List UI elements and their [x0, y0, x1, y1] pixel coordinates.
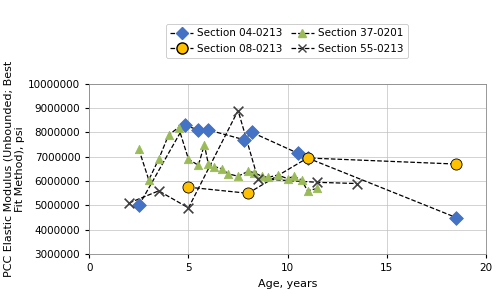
Point: [264, 175, 272, 180]
Point: [254, 176, 262, 181]
Point: [304, 155, 311, 160]
Point: [304, 188, 311, 193]
Point: [353, 181, 361, 186]
Point: [194, 128, 202, 132]
Point: [181, 123, 188, 127]
Point: [165, 132, 173, 137]
Point: [204, 162, 212, 167]
Point: [240, 137, 248, 142]
Point: [200, 142, 208, 147]
Point: [145, 178, 153, 182]
Point: [125, 201, 133, 205]
Point: [185, 205, 192, 210]
Point: [244, 169, 252, 174]
Point: [313, 180, 321, 185]
Point: [248, 130, 256, 135]
Point: [250, 170, 258, 175]
Point: [290, 174, 298, 179]
Y-axis label: PCC Elastic Modulus (Unbounded; Best
Fit Method), psi: PCC Elastic Modulus (Unbounded; Best Fit…: [4, 61, 25, 277]
Point: [135, 203, 143, 208]
Point: [185, 185, 192, 190]
Point: [284, 176, 292, 181]
Point: [204, 128, 212, 132]
Point: [452, 162, 460, 167]
Point: [294, 151, 302, 155]
Point: [313, 186, 321, 191]
X-axis label: Age, years: Age, years: [258, 279, 317, 289]
Point: [155, 188, 163, 193]
Point: [234, 174, 242, 179]
Point: [258, 174, 266, 179]
Point: [135, 147, 143, 152]
Point: [234, 108, 242, 113]
Legend: Section 04-0213, Section 08-0213, Section 37-0201, Section 55-0213: Section 04-0213, Section 08-0213, Sectio…: [166, 24, 408, 58]
Point: [185, 157, 192, 161]
Point: [175, 125, 183, 130]
Point: [244, 191, 252, 196]
Point: [452, 215, 460, 220]
Point: [194, 163, 202, 168]
Point: [274, 173, 282, 177]
Point: [298, 178, 306, 182]
Point: [155, 157, 163, 161]
Point: [304, 155, 311, 160]
Point: [218, 167, 226, 171]
Point: [210, 164, 218, 169]
Point: [224, 171, 232, 176]
